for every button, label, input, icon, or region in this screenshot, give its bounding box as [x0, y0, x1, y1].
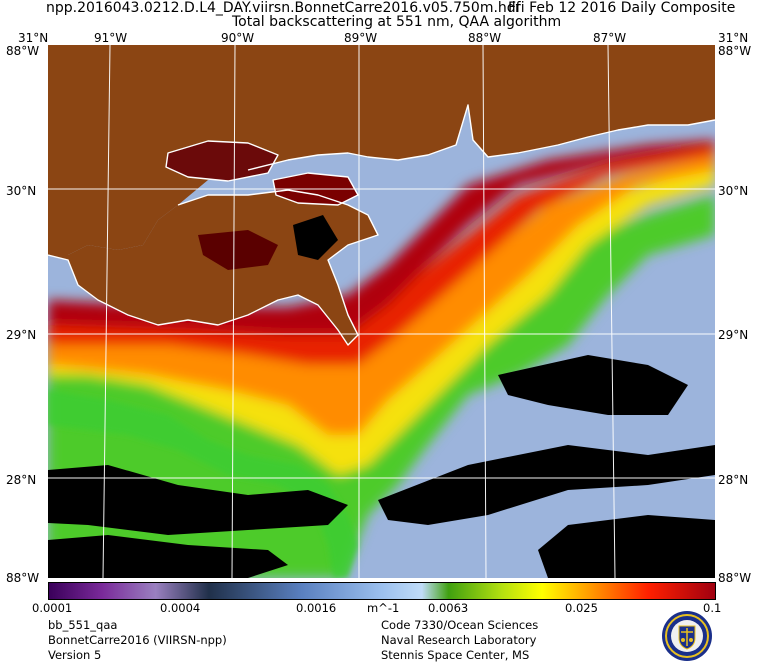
colorbar	[48, 582, 716, 600]
dataset-name: BonnetCarre2016 (VIIRSN-npp)	[48, 633, 227, 647]
org-line-2: Naval Research Laboratory	[381, 633, 537, 647]
coastline-delta	[48, 189, 379, 346]
lat-label-left-28n: 28°N	[6, 473, 37, 487]
colorbar-tick-5: 0.025	[565, 601, 598, 615]
green-swirl	[48, 390, 358, 578]
lat-label-right-29n: 29°N	[718, 328, 749, 342]
colorbar-tick-4: 0.0063	[428, 601, 469, 615]
colorbar-tick-1: 0.0004	[160, 601, 201, 615]
graticule-lon-88w	[482, 45, 487, 578]
cloud-mask-central	[378, 445, 715, 525]
cloud-mask-south	[48, 535, 288, 578]
colorbar-tick-0: 0.0001	[32, 601, 73, 615]
corner-label-bottom-left: 88°W	[6, 571, 40, 585]
coastline-north	[247, 104, 715, 171]
file-name-title: npp.2016043.0212.D.L4_DAY.viirsn.BonnetC…	[46, 0, 521, 16]
plume-orange	[48, 155, 715, 435]
barataria-bay	[198, 230, 278, 270]
colorbar-tick-6: 0.1	[703, 601, 722, 615]
corner-lon-top-left: 88°W	[6, 44, 40, 58]
lon-label-90w: 90°W	[221, 31, 255, 45]
product-name: bb_551_qaa	[48, 618, 118, 632]
corner-lon-top-right: 88°W	[718, 44, 752, 58]
graticule-lon-90w	[231, 45, 236, 578]
lat-label-right-30n: 30°N	[718, 184, 749, 198]
lon-label-88w: 88°W	[468, 31, 502, 45]
plume-red	[48, 145, 715, 365]
land-mass	[48, 45, 715, 255]
org-line-1: Code 7330/Ocean Sciences	[381, 618, 539, 632]
coastline-lake	[165, 140, 279, 182]
plume-darkred	[48, 140, 715, 335]
nrl-seal-icon	[661, 610, 713, 662]
version-label: Version 5	[48, 648, 102, 662]
composite-date-label: Fri Feb 12 2016 Daily Composite	[508, 0, 736, 16]
corner-label-top-right: 31°N	[718, 31, 749, 45]
lon-label-91w: 91°W	[94, 31, 128, 45]
lon-label-89w: 89°W	[344, 31, 378, 45]
colorbar-unit: m^-1	[367, 601, 400, 615]
colorbar-tick-2: 0.0016	[296, 601, 337, 615]
cloud-mask-delta-inner	[293, 215, 338, 260]
graticule-lon-91w	[102, 45, 111, 578]
colorbar-gradient	[49, 583, 715, 599]
backscatter-map	[48, 45, 715, 578]
lon-label-87w: 87°W	[593, 31, 627, 45]
graticule-lon-87w	[607, 45, 616, 578]
lake-pontchartrain	[166, 141, 278, 181]
coastline-borgne	[272, 172, 359, 206]
lat-label-left-30n: 30°N	[6, 184, 37, 198]
lat-label-right-28n: 28°N	[718, 473, 749, 487]
org-line-3: Stennis Space Center, MS	[381, 648, 530, 662]
corner-label-bottom-right: 88°W	[718, 571, 752, 585]
cloud-mask-southwest	[48, 465, 348, 535]
lat-label-left-29n: 29°N	[6, 328, 37, 342]
corner-label-top-left: 31°N	[18, 31, 49, 45]
cloud-mask-southeast	[538, 515, 715, 578]
cloud-mask-east	[498, 355, 688, 415]
product-title: Total backscattering at 551 nm, QAA algo…	[232, 14, 562, 30]
